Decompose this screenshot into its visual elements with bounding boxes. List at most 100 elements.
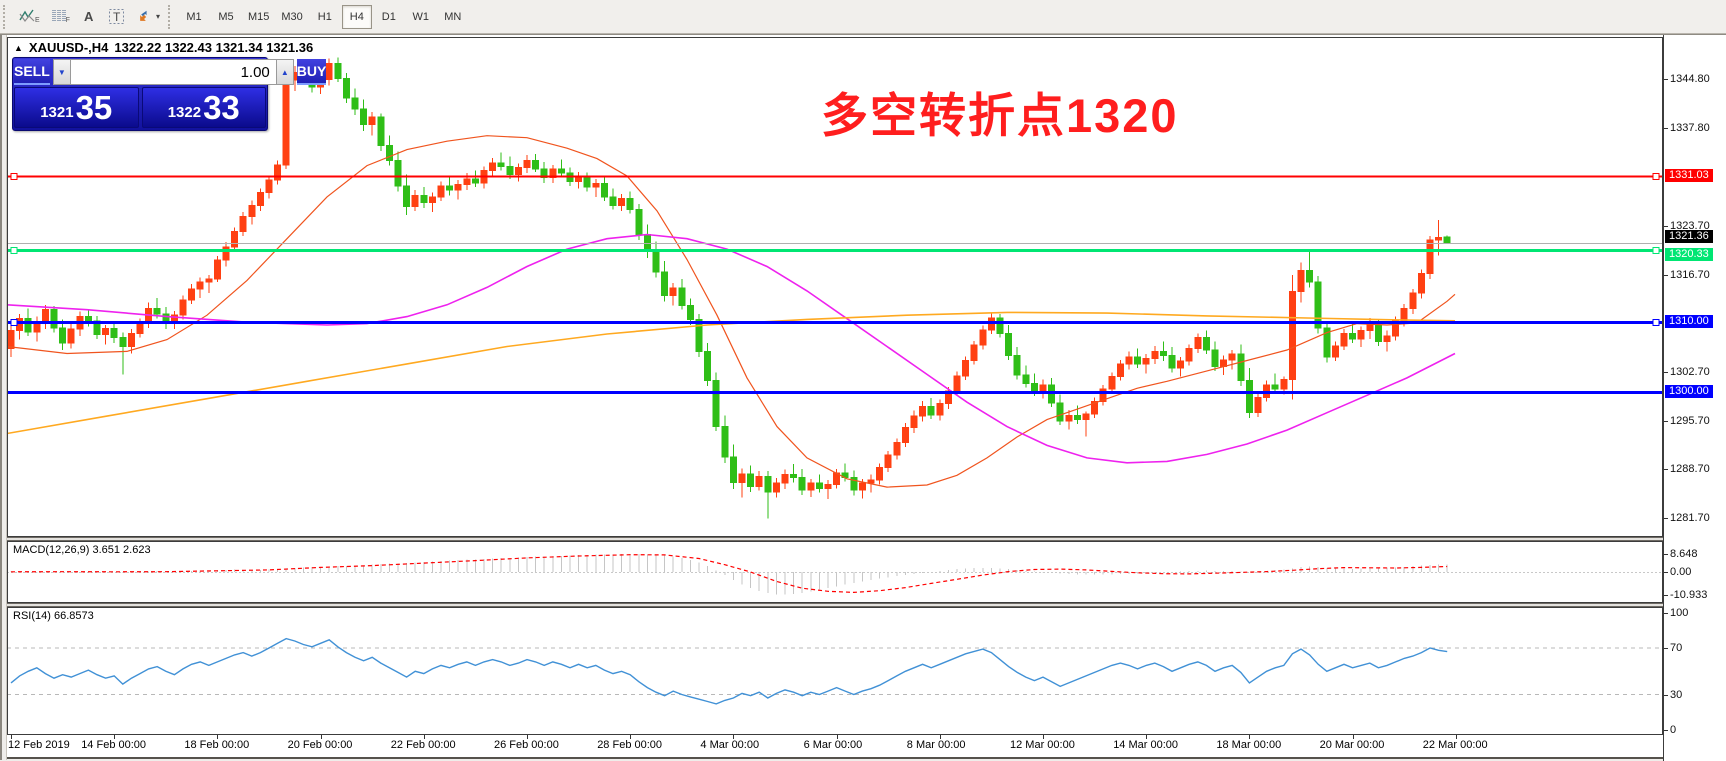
timeframe-h4-button[interactable]: H4 <box>341 4 372 29</box>
ma-fast-line[interactable] <box>6 135 1456 488</box>
time-tick <box>1455 735 1457 739</box>
time-label: 14 Feb 00:00 <box>81 739 147 751</box>
volume-increase-button[interactable]: ▲ <box>275 59 294 85</box>
buy-price-whole: 1322 <box>167 104 202 121</box>
timeframe-w1-button[interactable]: W1 <box>412 10 430 23</box>
time-label: 4 Mar 00:00 <box>700 739 760 751</box>
macd-signal-line <box>10 554 1448 594</box>
annotation-text: 多空转折点1320 <box>821 89 1179 142</box>
price-tick: 1337.80 <box>1664 122 1710 135</box>
time-tick <box>320 735 322 739</box>
chart-header: ▲ XAUUSD-,H4 1322.22 1322.43 1321.34 132… <box>14 40 313 55</box>
text-label-tool-button[interactable]: A <box>75 5 103 29</box>
timeframe-mn-button[interactable]: MN <box>444 10 462 23</box>
toolbar-grip[interactable] <box>3 4 11 29</box>
hline-handle[interactable] <box>1652 173 1660 180</box>
time-label: 12 Feb 2019 <box>8 739 70 751</box>
tool-subscript: E <box>35 17 40 24</box>
price-tick: 1281.70 <box>1664 512 1710 525</box>
window-bottom-border <box>0 757 1726 761</box>
indicators-icon <box>19 9 35 22</box>
macd-label: MACD(12,26,9) 3.651 2.623 <box>13 544 151 556</box>
dropdown-caret-icon[interactable]: ▾ <box>155 12 160 21</box>
macd-tick: 0.00 <box>1664 566 1691 579</box>
candlestick-plot[interactable] <box>6 37 1663 537</box>
objects-icon <box>140 10 147 21</box>
timeframe-m5-button[interactable]: M5 <box>218 10 234 23</box>
tool-subscript: F <box>65 17 70 24</box>
rsi-line <box>10 637 1448 705</box>
time-tick <box>1249 735 1251 739</box>
panel-divider[interactable] <box>0 537 1726 541</box>
price-box-1321.36: 1321.36 <box>1665 230 1713 244</box>
rsi-plot[interactable] <box>7 607 1663 735</box>
time-label: 22 Mar 00:00 <box>1422 739 1488 751</box>
svg-text:A: A <box>84 9 94 24</box>
grid-tool-button[interactable]: F <box>45 5 75 29</box>
sell-button[interactable]: SELL <box>14 59 50 85</box>
time-label: 12 Mar 00:00 <box>1010 739 1075 751</box>
time-tick <box>836 735 838 739</box>
price-tick: 1295.70 <box>1664 415 1710 428</box>
timeframe-m15-button[interactable]: M15 <box>247 10 270 23</box>
rsi-tick: 70 <box>1664 642 1682 655</box>
price-box-1320.33: 1320.33 <box>1665 248 1713 262</box>
price-axis[interactable]: 1344.80 1337.80 1323.70 1316.70 1302.70 1295.… <box>1663 35 1726 761</box>
toolbar-grip[interactable] <box>167 4 176 29</box>
chart-window: ▲ XAUUSD-,H4 1322.22 1322.43 1321.34 132… <box>0 34 1726 761</box>
time-tick <box>1146 735 1148 739</box>
time-label: 28 Feb 00:00 <box>597 739 663 751</box>
indicators-tool-button[interactable]: E <box>14 5 45 29</box>
price-tick: 1323.70 <box>1664 220 1710 233</box>
timeframe-m1-button[interactable]: M1 <box>186 10 202 23</box>
rsi-label: RSI(14) 66.8573 <box>13 610 94 622</box>
macd-plot[interactable] <box>7 541 1663 603</box>
buy-button[interactable]: BUY <box>296 59 327 85</box>
time-label: 22 Feb 00:00 <box>390 739 456 751</box>
volume-input[interactable] <box>70 59 276 85</box>
time-label: 6 Mar 00:00 <box>803 739 863 751</box>
hline-handle[interactable] <box>10 319 18 326</box>
rsi-tick: 100 <box>1664 607 1688 620</box>
rsi-panel[interactable]: RSI(14) 66.8573 <box>7 607 1663 735</box>
time-tick <box>114 735 116 739</box>
ma-mid-line[interactable] <box>6 233 1456 464</box>
objects-dropdown-tool-button[interactable]: ▾ <box>131 5 165 29</box>
buy-price-tile[interactable]: 1322 33 <box>141 87 266 128</box>
sell-price-whole: 1321 <box>40 104 74 121</box>
text-label-icon: A <box>84 9 94 24</box>
svg-text:T: T <box>113 10 121 24</box>
collapse-triangle-icon[interactable]: ▲ <box>14 42 23 53</box>
time-tick <box>630 735 632 739</box>
timeframe-m30-button[interactable]: M30 <box>281 10 303 23</box>
time-tick <box>1352 735 1354 739</box>
hline-handle[interactable] <box>1652 319 1660 326</box>
price-box-1331.03: 1331.03 <box>1665 168 1713 182</box>
hline-handle[interactable] <box>10 247 18 254</box>
sell-price-pips: 35 <box>75 89 113 126</box>
price-tick: 1288.70 <box>1664 463 1710 476</box>
window-left-border <box>0 35 7 760</box>
symbol-label: XAUUSD-,H4 <box>28 40 109 55</box>
price-tick: 1302.70 <box>1664 366 1710 379</box>
time-label: 18 Mar 00:00 <box>1216 739 1282 751</box>
text-box-tool-button[interactable]: T <box>103 5 131 29</box>
main-chart[interactable]: ▲ XAUUSD-,H4 1322.22 1322.43 1321.34 132… <box>6 37 1663 537</box>
time-tick <box>11 735 12 739</box>
panel-divider[interactable] <box>0 603 1726 607</box>
timeframe-toolbar: M1 M5 M15 M30 H1 H4 D1 W1 MN <box>179 4 468 29</box>
timeframe-d1-button[interactable]: D1 <box>381 10 396 23</box>
time-label: 20 Mar 00:00 <box>1319 739 1385 751</box>
grid-icon <box>51 9 66 21</box>
macd-panel[interactable]: MACD(12,26,9) 3.651 2.623 <box>7 541 1663 603</box>
time-tick <box>423 735 425 739</box>
timeframe-h1-button[interactable]: H1 <box>317 10 332 23</box>
hline-handle[interactable] <box>10 173 18 180</box>
time-axis[interactable]: 12 Feb 2019 14 Feb 00:00 18 Feb 00:00 20 Fe… <box>7 735 1663 757</box>
time-label: 20 Feb 00:00 <box>287 739 353 751</box>
hline-handle[interactable] <box>1652 247 1660 254</box>
time-label: 18 Feb 00:00 <box>184 739 250 751</box>
volume-decrease-button[interactable]: ▼ <box>52 59 71 85</box>
one-click-trading-panel: SELL ▼ ▲ BUY 1321 35 1322 33 <box>12 57 327 131</box>
sell-price-tile[interactable]: 1321 35 <box>14 87 139 128</box>
